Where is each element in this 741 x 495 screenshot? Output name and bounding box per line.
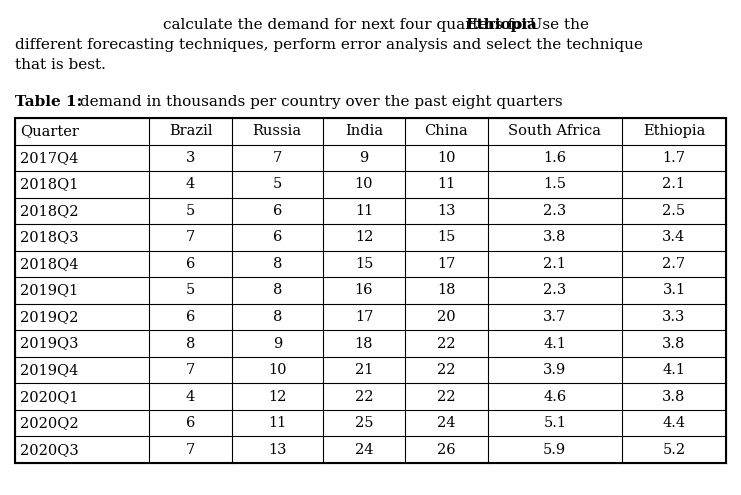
Text: 22: 22 bbox=[437, 337, 456, 350]
Text: 25: 25 bbox=[355, 416, 373, 430]
Text: 3.1: 3.1 bbox=[662, 284, 685, 297]
Text: 17: 17 bbox=[355, 310, 373, 324]
Text: 1.6: 1.6 bbox=[543, 151, 566, 165]
Text: 2019Q2: 2019Q2 bbox=[20, 310, 79, 324]
Text: that is best.: that is best. bbox=[15, 58, 106, 72]
Text: 3.8: 3.8 bbox=[543, 231, 566, 245]
Text: 15: 15 bbox=[355, 257, 373, 271]
Text: South Africa: South Africa bbox=[508, 124, 601, 138]
Text: 4.6: 4.6 bbox=[543, 390, 566, 403]
Text: 18: 18 bbox=[355, 337, 373, 350]
Text: 22: 22 bbox=[437, 363, 456, 377]
Text: Quarter: Quarter bbox=[20, 124, 79, 138]
Text: 2.5: 2.5 bbox=[662, 204, 685, 218]
Text: 8: 8 bbox=[273, 310, 282, 324]
Text: 20: 20 bbox=[437, 310, 456, 324]
Text: 6: 6 bbox=[273, 231, 282, 245]
Text: 3.9: 3.9 bbox=[543, 363, 566, 377]
Text: 16: 16 bbox=[355, 284, 373, 297]
Text: 6: 6 bbox=[273, 204, 282, 218]
Text: 3.7: 3.7 bbox=[543, 310, 566, 324]
Text: 24: 24 bbox=[355, 443, 373, 457]
Text: 22: 22 bbox=[437, 390, 456, 403]
Text: 2.3: 2.3 bbox=[543, 204, 566, 218]
Text: 9: 9 bbox=[273, 337, 282, 350]
Text: 7: 7 bbox=[273, 151, 282, 165]
Text: 2017Q4: 2017Q4 bbox=[20, 151, 79, 165]
Text: 5: 5 bbox=[273, 177, 282, 192]
Text: 12: 12 bbox=[355, 231, 373, 245]
Text: 4.4: 4.4 bbox=[662, 416, 685, 430]
Text: Table 1:: Table 1: bbox=[15, 95, 82, 109]
Text: 7: 7 bbox=[186, 443, 195, 457]
Text: 1.5: 1.5 bbox=[543, 177, 566, 192]
Text: 2018Q2: 2018Q2 bbox=[20, 204, 79, 218]
Text: 4.1: 4.1 bbox=[543, 337, 566, 350]
Text: 4: 4 bbox=[186, 390, 195, 403]
Text: 3: 3 bbox=[186, 151, 196, 165]
Text: Ethiopia: Ethiopia bbox=[465, 18, 537, 32]
Text: 8: 8 bbox=[273, 257, 282, 271]
Text: 3.8: 3.8 bbox=[662, 337, 685, 350]
Text: 10: 10 bbox=[437, 151, 456, 165]
Text: 2020Q1: 2020Q1 bbox=[20, 390, 79, 403]
Text: 18: 18 bbox=[437, 284, 456, 297]
Text: calculate the demand for next four quarters for: calculate the demand for next four quart… bbox=[162, 18, 534, 32]
Text: 11: 11 bbox=[355, 204, 373, 218]
Text: different forecasting techniques, perform error analysis and select the techniqu: different forecasting techniques, perfor… bbox=[15, 38, 643, 52]
Text: 21: 21 bbox=[355, 363, 373, 377]
Text: 5.2: 5.2 bbox=[662, 443, 685, 457]
Text: 5.1: 5.1 bbox=[543, 416, 566, 430]
Text: 8: 8 bbox=[186, 337, 196, 350]
Text: 11: 11 bbox=[437, 177, 456, 192]
Text: 4.1: 4.1 bbox=[662, 363, 685, 377]
Text: 17: 17 bbox=[437, 257, 456, 271]
Text: China: China bbox=[425, 124, 468, 138]
Text: India: India bbox=[345, 124, 383, 138]
Text: 10: 10 bbox=[268, 363, 287, 377]
Text: 2020Q3: 2020Q3 bbox=[20, 443, 79, 457]
Text: 9: 9 bbox=[359, 151, 368, 165]
Text: 3.8: 3.8 bbox=[662, 390, 685, 403]
Text: 8: 8 bbox=[273, 284, 282, 297]
Text: 22: 22 bbox=[355, 390, 373, 403]
Text: 6: 6 bbox=[186, 257, 196, 271]
Text: 5: 5 bbox=[186, 204, 195, 218]
Text: Ethiopia: Ethiopia bbox=[642, 124, 705, 138]
Text: Russia: Russia bbox=[253, 124, 302, 138]
Text: 2.7: 2.7 bbox=[662, 257, 685, 271]
Text: .  Use the: . Use the bbox=[516, 18, 589, 32]
Text: 26: 26 bbox=[437, 443, 456, 457]
Text: 1.7: 1.7 bbox=[662, 151, 685, 165]
Text: 2018Q3: 2018Q3 bbox=[20, 231, 79, 245]
Text: 13: 13 bbox=[437, 204, 456, 218]
Text: 2.1: 2.1 bbox=[662, 177, 685, 192]
Text: 12: 12 bbox=[268, 390, 287, 403]
Text: 3.3: 3.3 bbox=[662, 310, 685, 324]
Text: 11: 11 bbox=[268, 416, 287, 430]
Text: 2018Q1: 2018Q1 bbox=[20, 177, 79, 192]
Text: 2020Q2: 2020Q2 bbox=[20, 416, 79, 430]
Text: Brazil: Brazil bbox=[169, 124, 213, 138]
Text: 2.1: 2.1 bbox=[543, 257, 566, 271]
Text: 3.4: 3.4 bbox=[662, 231, 685, 245]
Text: 5: 5 bbox=[186, 284, 195, 297]
Text: 2018Q4: 2018Q4 bbox=[20, 257, 79, 271]
Text: 6: 6 bbox=[186, 310, 196, 324]
Text: 24: 24 bbox=[437, 416, 456, 430]
Text: 7: 7 bbox=[186, 231, 195, 245]
Text: 7: 7 bbox=[186, 363, 195, 377]
Text: 2019Q4: 2019Q4 bbox=[20, 363, 79, 377]
Bar bbox=[15, 118, 726, 463]
Text: 2019Q1: 2019Q1 bbox=[20, 284, 79, 297]
Text: 4: 4 bbox=[186, 177, 195, 192]
Text: 2.3: 2.3 bbox=[543, 284, 566, 297]
Text: 10: 10 bbox=[355, 177, 373, 192]
Text: demand in thousands per country over the past eight quarters: demand in thousands per country over the… bbox=[75, 95, 562, 109]
Text: 6: 6 bbox=[186, 416, 196, 430]
Text: 5.9: 5.9 bbox=[543, 443, 566, 457]
Text: 2019Q3: 2019Q3 bbox=[20, 337, 79, 350]
Text: 13: 13 bbox=[268, 443, 287, 457]
Text: 15: 15 bbox=[437, 231, 456, 245]
